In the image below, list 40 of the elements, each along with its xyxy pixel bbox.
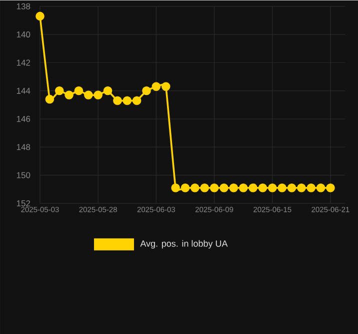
point <box>190 183 200 192</box>
point <box>316 183 326 192</box>
y-tick-label: 138 <box>16 3 30 10</box>
y-tick-label: 152 <box>16 200 30 206</box>
y-tick-label: 148 <box>16 144 30 150</box>
y-tick-label: 150 <box>16 172 30 178</box>
point <box>142 86 151 96</box>
point <box>220 183 228 192</box>
point <box>36 12 44 20</box>
point <box>200 183 210 192</box>
point <box>297 183 306 192</box>
point <box>122 96 132 105</box>
point <box>64 90 74 100</box>
point <box>229 183 238 192</box>
point <box>152 82 161 91</box>
y-tick-label: 144 <box>16 88 30 94</box>
point <box>103 86 112 96</box>
point <box>210 183 219 192</box>
point <box>278 183 286 192</box>
point <box>84 90 93 100</box>
point <box>45 94 54 104</box>
point <box>54 86 64 96</box>
y-tick-label: 140 <box>16 31 30 38</box>
point <box>268 183 277 192</box>
y-tick-label: 142 <box>16 60 30 66</box>
point <box>258 183 268 192</box>
point <box>74 86 84 96</box>
point <box>132 96 142 105</box>
point <box>113 96 122 105</box>
point <box>180 183 190 192</box>
point <box>287 183 296 192</box>
point <box>306 183 316 192</box>
point <box>161 82 170 91</box>
point <box>248 183 258 192</box>
legend-label: Avg. pos. in lobby UA <box>140 240 228 248</box>
point <box>238 183 248 192</box>
point <box>326 183 335 192</box>
point <box>94 90 102 100</box>
point <box>171 183 180 192</box>
y-tick-label: 146 <box>16 116 30 122</box>
